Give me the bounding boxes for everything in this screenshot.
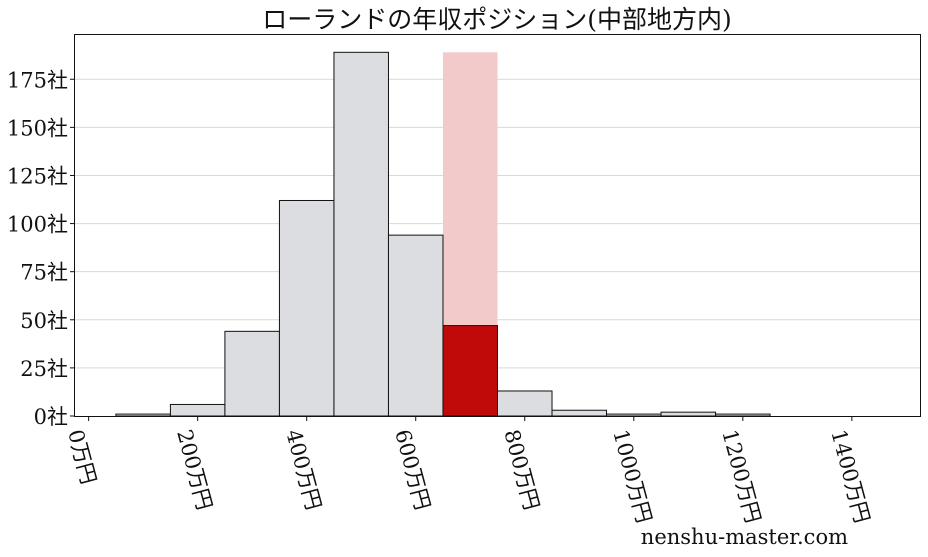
bar-8 <box>551 409 608 417</box>
y-tick-label-5: 125社 <box>7 164 68 188</box>
x-tick-label-0: 0万円 <box>63 427 101 487</box>
x-tick-label-6: 1200万円 <box>717 427 765 525</box>
bar-2 <box>224 330 280 417</box>
bar-11 <box>715 413 771 417</box>
bar-layer <box>115 51 771 417</box>
x-tick-label-2: 400万円 <box>281 427 325 513</box>
x-tick-label-7: 1400万円 <box>826 427 874 525</box>
bar-1 <box>169 403 226 417</box>
bar-9 <box>606 413 662 417</box>
x-tick-label-3: 600万円 <box>390 427 434 513</box>
watermark: nenshu-master.com <box>641 525 848 549</box>
y-tick-label-4: 100社 <box>7 213 68 237</box>
bar-4 <box>333 51 389 417</box>
chart-title: ローランドの年収ポジション(中部地方内) <box>262 5 732 34</box>
x-tick-label-5: 1000万円 <box>608 427 656 525</box>
x-tick-label-4: 800万円 <box>499 427 543 513</box>
y-tick-label-7: 175社 <box>7 68 68 92</box>
bar-5 <box>387 234 444 417</box>
y-axis: 0社 25社 50社 75社 100社 125社 150社 175社 <box>7 68 75 429</box>
bar-3 <box>278 199 335 417</box>
bar-10 <box>660 411 717 417</box>
bar-7 <box>497 390 553 417</box>
plot-frame <box>74 34 921 417</box>
bar-0 <box>115 413 171 417</box>
y-tick-label-6: 150社 <box>7 116 68 140</box>
x-axis: 0万円 200万円 400万円 600万円 800万円 1000万円 1200万円 1400万… <box>63 416 874 525</box>
y-tick-label-0: 0社 <box>34 405 68 429</box>
bar-highlight <box>442 325 498 417</box>
x-tick-label-1: 200万円 <box>172 427 216 513</box>
y-tick-label-3: 75社 <box>20 261 68 285</box>
y-tick-label-1: 25社 <box>20 357 68 381</box>
y-tick-label-2: 50社 <box>20 309 68 333</box>
